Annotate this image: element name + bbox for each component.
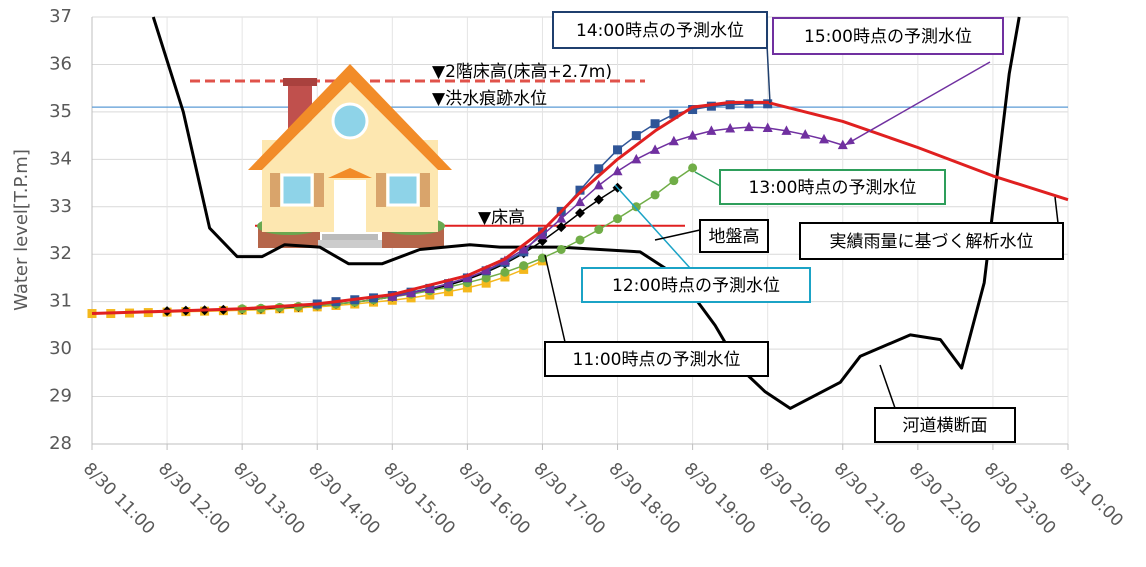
marker — [650, 144, 661, 154]
callout-pointer — [879, 364, 896, 409]
y-tick-label: 30 — [49, 338, 72, 359]
callout-box — [699, 219, 769, 253]
callout-arrow — [845, 137, 855, 145]
marker — [556, 222, 567, 233]
y-tick-label: 34 — [49, 148, 72, 169]
marker — [462, 272, 473, 282]
callout-text: 12:00時点の予測水位 — [612, 276, 780, 296]
marker — [781, 125, 792, 135]
marker — [387, 291, 398, 301]
marker — [594, 225, 604, 235]
y-tick-label: 33 — [49, 196, 72, 217]
marker — [481, 264, 492, 275]
marker — [762, 122, 773, 133]
callout-pointer — [694, 171, 723, 188]
marker — [575, 235, 585, 245]
marker — [650, 119, 660, 129]
marker — [462, 283, 472, 293]
marker — [575, 185, 585, 195]
marker — [612, 165, 623, 176]
series — [91, 100, 1069, 315]
marker — [669, 109, 679, 119]
reference-label: ▼洪水痕跡水位 — [432, 89, 547, 109]
marker — [706, 125, 717, 135]
y-tick-label: 28 — [49, 433, 72, 454]
callout-text: 15:00時点の予測水位 — [804, 27, 972, 47]
series — [151, 16, 1021, 410]
marker — [594, 164, 604, 174]
plot — [87, 16, 1069, 410]
callout-text: 14:00時点の予測水位 — [576, 21, 744, 41]
marker — [743, 121, 754, 132]
marker — [688, 105, 698, 115]
marker — [87, 309, 97, 319]
marker — [668, 135, 679, 146]
marker — [837, 139, 848, 150]
callout-box — [581, 267, 811, 303]
marker — [800, 129, 811, 139]
marker — [556, 244, 566, 254]
y-tick-label: 35 — [49, 101, 72, 122]
callout-box — [719, 169, 946, 205]
callout-box — [544, 341, 769, 377]
marker — [481, 273, 491, 283]
marker — [631, 202, 641, 212]
marker — [613, 214, 623, 224]
marker — [687, 130, 698, 140]
callout-text: 11:00時点の予測水位 — [573, 350, 741, 370]
marker — [444, 287, 454, 297]
marker — [575, 207, 585, 218]
reference-label: ▼床高 — [478, 208, 525, 228]
callout-text: 13:00時点の予測水位 — [749, 178, 917, 198]
series-line — [151, 16, 1021, 410]
marker — [443, 278, 454, 288]
marker — [500, 267, 510, 277]
y-tick-label: 29 — [49, 386, 72, 407]
callout-box — [799, 222, 1064, 260]
callout-pointer — [614, 184, 691, 269]
callout-box — [772, 17, 1004, 55]
marker — [819, 133, 829, 144]
callout-text: 実績雨量に基づく解析水位 — [830, 232, 1034, 252]
marker — [500, 272, 510, 282]
marker — [519, 261, 529, 271]
marker — [631, 153, 642, 164]
callout-pointer — [544, 254, 566, 343]
callout-box — [552, 11, 768, 49]
marker — [688, 163, 698, 173]
marker — [406, 287, 417, 298]
marker — [669, 176, 679, 186]
marker — [631, 131, 641, 141]
callout-pointer — [1054, 196, 1059, 224]
y-tick-label: 32 — [49, 243, 72, 264]
callout-text: 地盤高 — [709, 227, 760, 247]
marker — [537, 229, 548, 240]
callout-pointer — [654, 229, 701, 241]
series-line — [91, 100, 1069, 315]
series — [387, 121, 848, 301]
callout-text: 河道横断面 — [903, 416, 988, 436]
y-tick-label: 37 — [49, 6, 72, 27]
callout-pointer — [844, 61, 991, 146]
callout-box — [874, 407, 1016, 443]
y-tick-label: 31 — [49, 291, 72, 312]
callout-pointer — [766, 44, 771, 104]
marker — [593, 194, 604, 205]
marker — [725, 100, 735, 110]
marker — [424, 283, 435, 293]
marker — [650, 190, 660, 200]
reference-label: ▼2階床高(床高+2.7m) — [432, 62, 612, 82]
marker — [481, 278, 491, 288]
marker — [725, 122, 736, 133]
y-tick-label: 36 — [49, 53, 72, 74]
marker — [593, 179, 604, 190]
house-illustration — [248, 64, 452, 248]
marker — [518, 243, 529, 254]
marker — [556, 213, 567, 223]
y-axis-title: Water level[T.P.m] — [11, 149, 32, 311]
marker — [613, 145, 623, 155]
marker — [575, 196, 585, 207]
